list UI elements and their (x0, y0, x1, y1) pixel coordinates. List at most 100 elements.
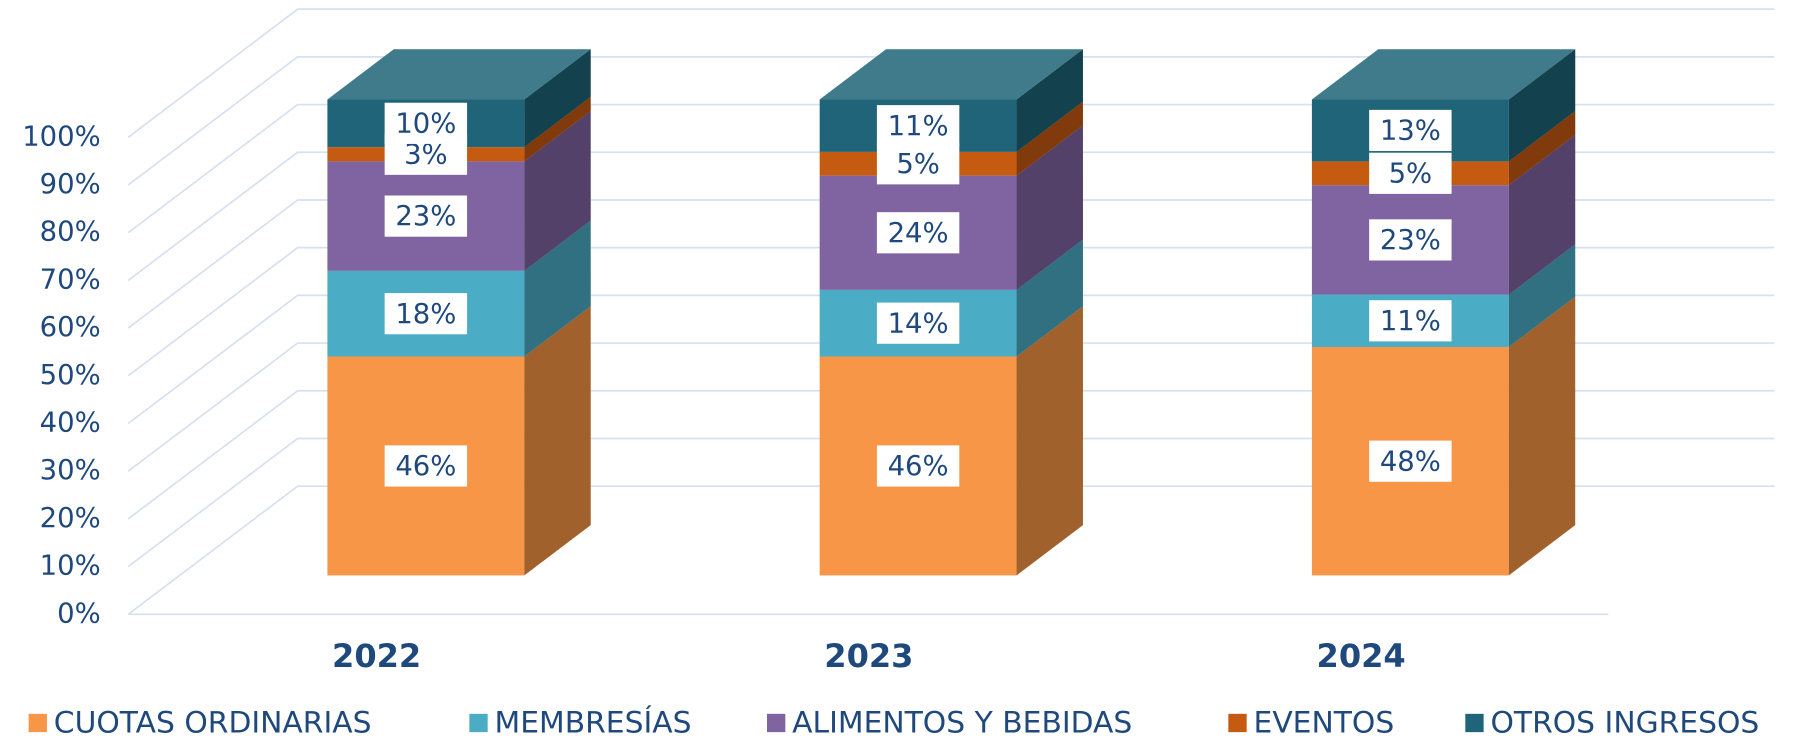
data-label: 5% (896, 149, 940, 180)
data-label-box (876, 445, 960, 487)
data-label-box (876, 212, 960, 254)
y-tick-label: 80% (40, 217, 101, 248)
bar-top (327, 49, 591, 100)
legend-swatch (28, 713, 47, 733)
bar-side (1508, 49, 1576, 162)
x-tick-label: 2022 (332, 637, 421, 675)
bar-side (1016, 306, 1083, 576)
bar-side-shade (1508, 244, 1576, 347)
bar-segment (327, 96, 591, 162)
data-label: 48% (1380, 446, 1441, 477)
legend-swatch (469, 713, 488, 733)
bar-side-shade (524, 49, 591, 148)
grid-line (127, 8, 1775, 138)
bar-side-shade (1508, 49, 1576, 162)
bar-top (819, 49, 1083, 100)
data-label-box (384, 102, 468, 144)
x-tick-label: 2024 (1317, 637, 1406, 675)
bar-side (1016, 125, 1083, 290)
bar-side (1016, 101, 1083, 176)
bar-side-shade (1016, 101, 1083, 176)
bar-side (524, 49, 591, 148)
grid-line (127, 55, 1775, 186)
bar-top-shade (819, 49, 1083, 100)
bar-segment (819, 125, 1083, 290)
grid-line (127, 342, 1775, 472)
data-label-box (384, 445, 468, 487)
data-label: 3% (404, 139, 448, 170)
data-label: 10% (395, 108, 456, 139)
data-label: 11% (1380, 306, 1441, 337)
grid-line (127, 485, 1775, 615)
y-tick-label: 100% (22, 121, 101, 152)
bar-side-shade (1016, 306, 1083, 576)
grid-line (127, 151, 1775, 282)
data-label-box (1369, 300, 1452, 342)
bar-top (1311, 49, 1576, 100)
bar-side-shade (1016, 49, 1083, 152)
legend-swatch (1228, 713, 1247, 733)
bar-side (524, 96, 591, 162)
data-label-box (876, 302, 960, 344)
bar-side-shade (524, 306, 591, 576)
y-tick-label: 90% (40, 169, 101, 200)
bar-side-shade (1508, 134, 1576, 295)
y-tick-label: 10% (40, 551, 101, 582)
bar-side-shade (1016, 239, 1083, 357)
bar-side-shade (1508, 296, 1576, 576)
grid-line (127, 294, 1775, 425)
legend-label: OTROS INGRESOS (1490, 706, 1759, 739)
y-tick-label: 50% (40, 360, 101, 391)
bar-top-shade (1311, 49, 1576, 100)
bar-side (1508, 244, 1576, 347)
data-label: 18% (395, 299, 456, 330)
legend-label: CUOTAS ORDINARIAS (54, 706, 372, 739)
bar-side (1016, 239, 1083, 357)
bar-side-shade (1508, 111, 1576, 186)
data-label-box (1369, 109, 1452, 152)
bar-side (524, 111, 591, 271)
data-label-box (1369, 440, 1452, 482)
data-label: 23% (395, 201, 456, 232)
data-label: 14% (888, 308, 949, 339)
bar-side-shade (1016, 125, 1083, 290)
data-label-box (876, 105, 960, 147)
bar-segment (327, 49, 591, 148)
data-label-box (1369, 219, 1452, 261)
legend-swatch (1465, 713, 1484, 733)
bar-side (1508, 134, 1576, 295)
data-label-box (876, 143, 960, 185)
data-label-box (384, 293, 468, 335)
bar-side-shade (524, 111, 591, 271)
bar-segment (327, 220, 591, 357)
grid-line (127, 389, 1775, 520)
bar-side (1016, 49, 1083, 152)
bar-segment (1311, 49, 1576, 162)
legend-swatch (766, 713, 786, 733)
y-tick-label: 40% (40, 408, 101, 439)
y-tick-label: 20% (40, 503, 101, 534)
y-tick-label: 0% (57, 598, 101, 629)
data-label: 5% (1389, 158, 1433, 189)
grid-line (127, 103, 1775, 234)
data-label: 24% (888, 218, 949, 249)
data-label: 13% (1380, 116, 1441, 147)
data-label: 46% (395, 451, 456, 482)
data-label: 23% (1380, 225, 1441, 256)
y-tick-label: 60% (40, 312, 101, 343)
bar-side-shade (524, 220, 591, 357)
data-label-box (1369, 152, 1452, 194)
grid-line (127, 246, 1775, 377)
data-label: 11% (888, 111, 949, 142)
bar-side-shade (524, 96, 591, 162)
legend-label: MEMBRESÍAS (495, 705, 692, 739)
bar-side (524, 220, 591, 357)
bar-side (1508, 111, 1576, 186)
bar-side (1508, 296, 1576, 576)
grid-line (127, 437, 1775, 568)
legend-label: EVENTOS (1254, 706, 1395, 739)
bar-top-shade (327, 49, 591, 100)
data-label-box (384, 195, 468, 237)
